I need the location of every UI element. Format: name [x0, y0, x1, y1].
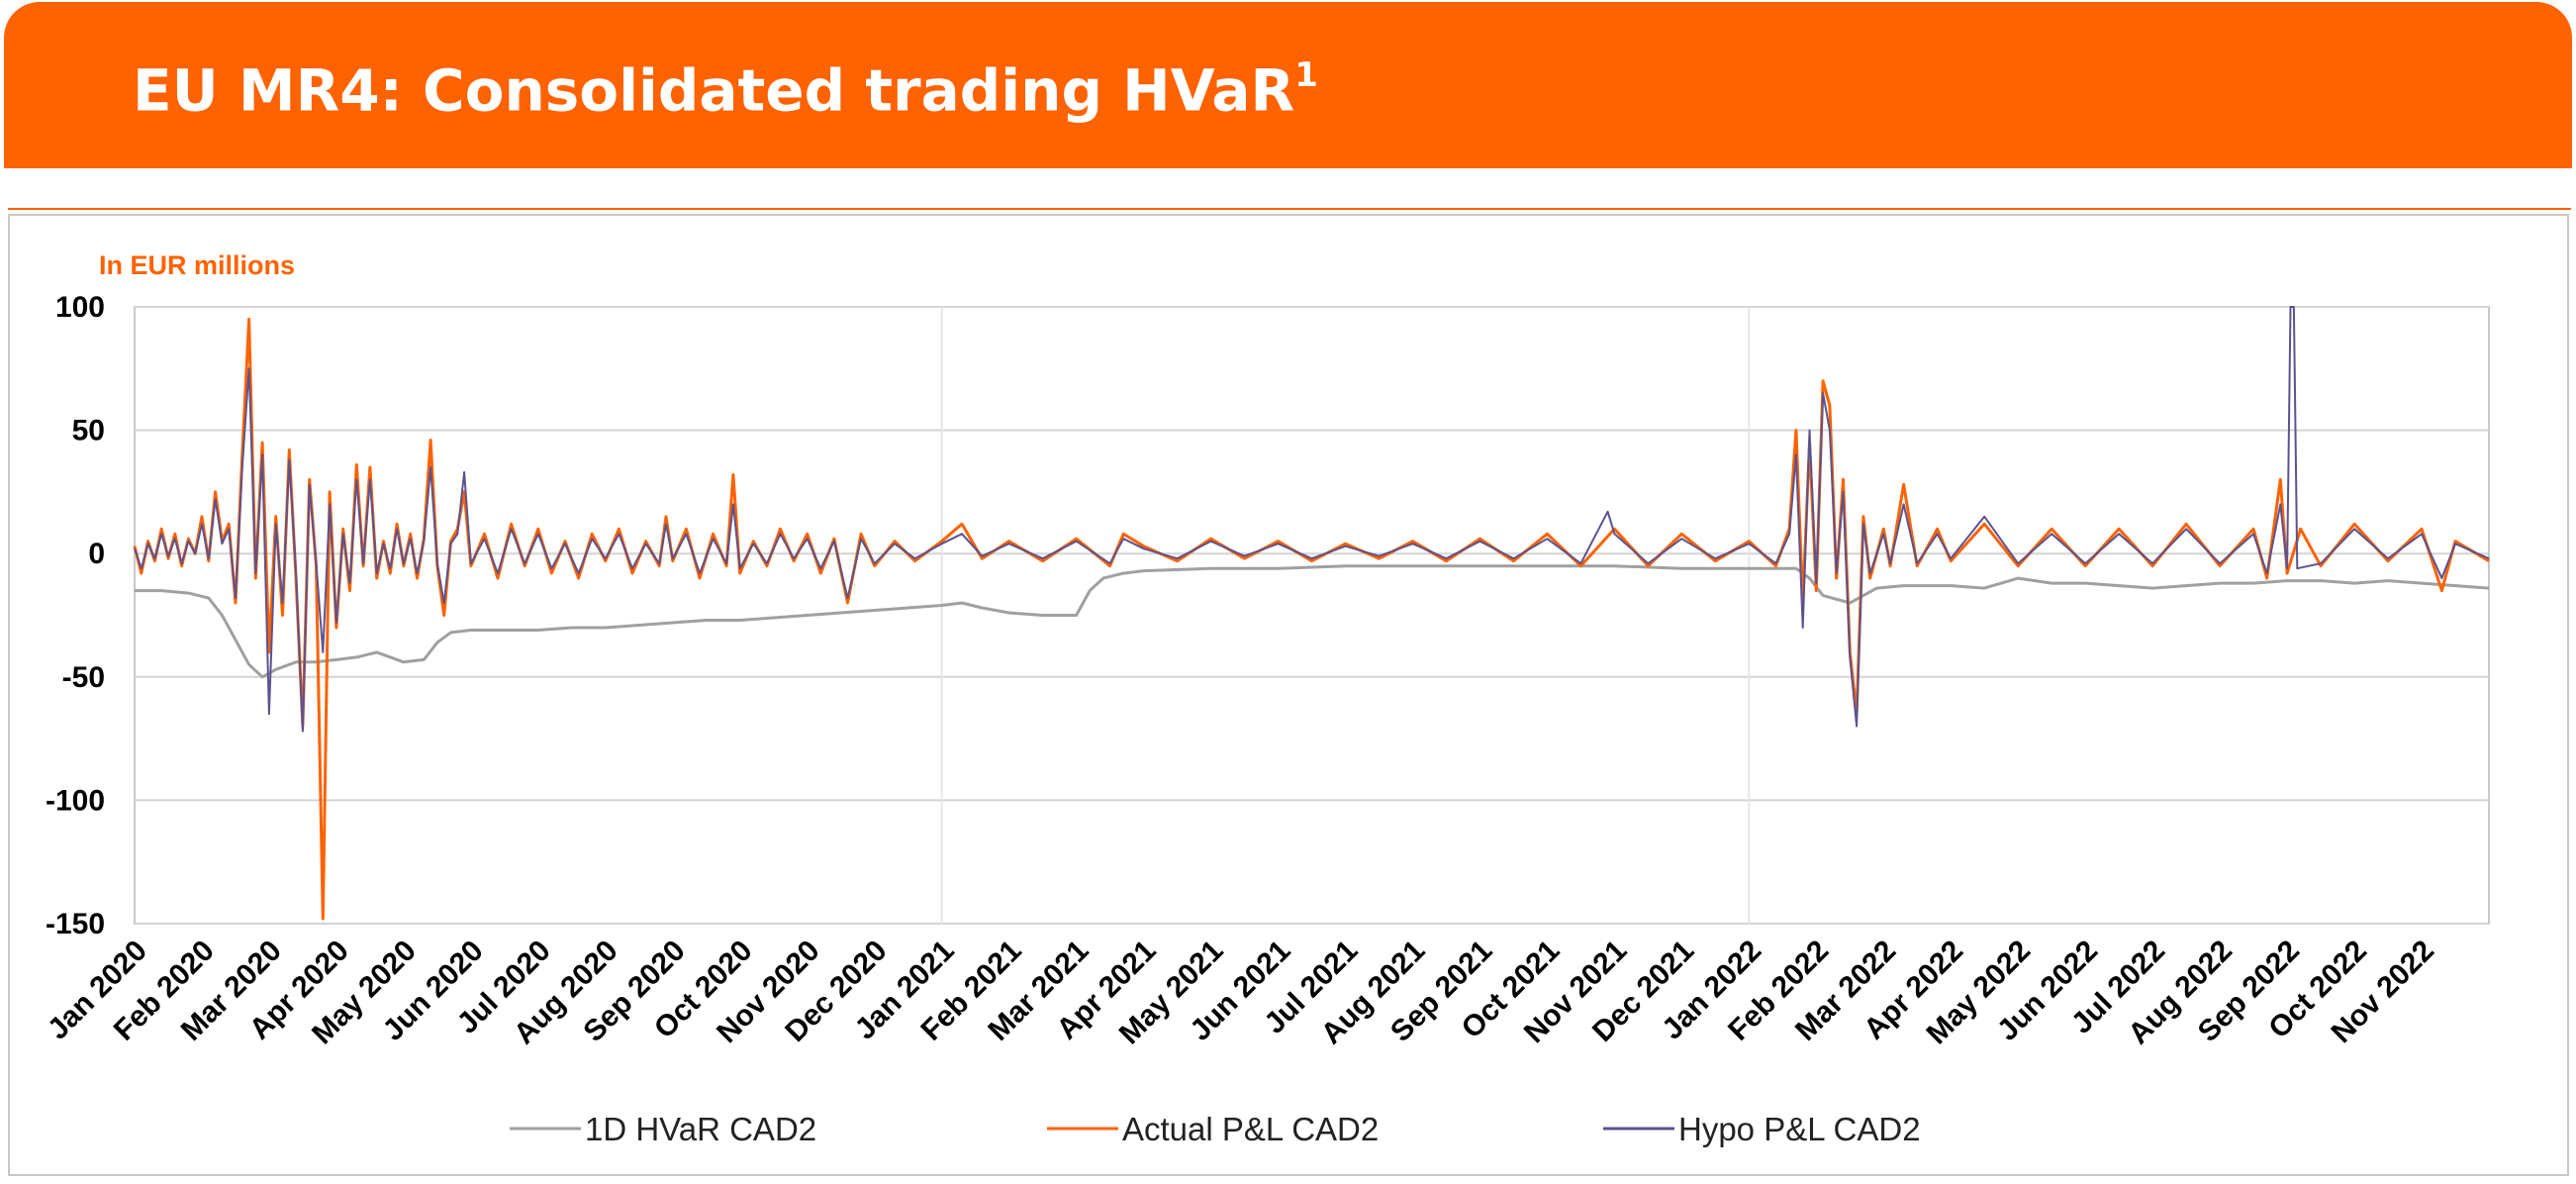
legend-label: Hypo P&L CAD2	[1678, 1111, 1921, 1147]
title-footnote: 1	[1294, 55, 1318, 95]
y-tick-label: -150	[46, 908, 105, 940]
y-tick-label: 50	[72, 415, 105, 447]
chart-frame	[8, 214, 2569, 1176]
y-tick-label: 0	[88, 538, 105, 570]
y-tick-label: -50	[62, 661, 105, 694]
series-line-hvar	[135, 564, 2490, 679]
header-band: EU MR4: Consolidated trading HVaR1	[4, 2, 2572, 168]
page-title: EU MR4: Consolidated trading HVaR1	[133, 40, 1318, 130]
legend-label: 1D HVaR CAD2	[585, 1111, 816, 1147]
y-tick-label: -100	[46, 784, 105, 817]
plot-area	[134, 306, 2490, 925]
units-label: In EUR millions	[99, 250, 295, 280]
page-title-text: EU MR4: Consolidated trading HVaR	[133, 56, 1295, 125]
series-line-hypo-pl	[134, 306, 2490, 733]
series-line-actual-pl	[133, 318, 2490, 921]
legend-label: Actual P&L CAD2	[1122, 1111, 1379, 1147]
divider-line	[8, 208, 2571, 210]
y-tick-label: 100	[55, 291, 105, 324]
